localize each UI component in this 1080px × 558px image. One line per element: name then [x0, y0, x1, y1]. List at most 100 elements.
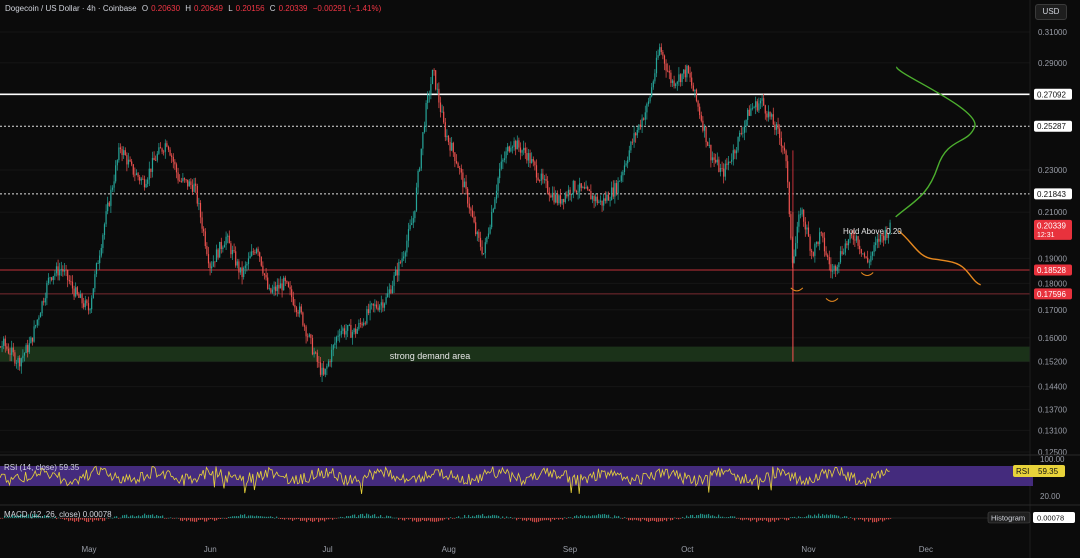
rsi-legend[interactable]: RSI (14, close) 59.35	[4, 463, 80, 472]
candle-body[interactable]	[692, 85, 694, 92]
candle-body[interactable]	[225, 236, 227, 245]
candle-body[interactable]	[585, 186, 587, 189]
candle-body[interactable]	[326, 366, 328, 369]
candle-body[interactable]	[790, 214, 792, 239]
candle-body[interactable]	[697, 100, 699, 107]
candle-body[interactable]	[233, 250, 235, 252]
candle-body[interactable]	[366, 309, 368, 324]
candle-body[interactable]	[177, 172, 179, 181]
candle-body[interactable]	[259, 252, 261, 257]
candle-body[interactable]	[238, 261, 240, 273]
candle-body[interactable]	[292, 297, 294, 305]
candle-body[interactable]	[775, 124, 778, 130]
candle-body[interactable]	[316, 352, 318, 362]
candle-body[interactable]	[665, 63, 667, 71]
candle-body[interactable]	[124, 150, 126, 156]
candle-body[interactable]	[756, 101, 758, 111]
candle-body[interactable]	[731, 159, 733, 162]
candle-body[interactable]	[190, 181, 192, 185]
candle-body[interactable]	[559, 195, 562, 204]
candle-body[interactable]	[188, 181, 190, 187]
candle-body[interactable]	[52, 276, 54, 281]
candle-body[interactable]	[884, 229, 886, 241]
candle-body[interactable]	[737, 136, 739, 151]
candle-body[interactable]	[103, 224, 106, 235]
candle-body[interactable]	[475, 222, 477, 235]
candle-body[interactable]	[318, 361, 320, 363]
candle-body[interactable]	[199, 202, 202, 218]
candle-body[interactable]	[423, 126, 426, 133]
candle-body[interactable]	[28, 343, 30, 353]
histogram-tag[interactable]	[987, 511, 1031, 524]
candle-body[interactable]	[548, 192, 550, 196]
candle-body[interactable]	[371, 303, 373, 305]
candle-body[interactable]	[305, 326, 307, 337]
candle-body[interactable]	[377, 307, 379, 310]
candle-body[interactable]	[524, 147, 526, 154]
candle-body[interactable]	[235, 251, 237, 266]
candle-body[interactable]	[183, 178, 186, 180]
candle-body[interactable]	[291, 289, 293, 298]
candle-body[interactable]	[435, 70, 437, 90]
candle-body[interactable]	[67, 269, 69, 280]
candle-body[interactable]	[289, 286, 291, 290]
candle-body[interactable]	[92, 288, 94, 299]
candle-body[interactable]	[545, 179, 547, 181]
candle-body[interactable]	[441, 111, 443, 113]
candle-body[interactable]	[319, 362, 322, 375]
candle-body[interactable]	[700, 115, 702, 121]
candle-body[interactable]	[684, 69, 686, 78]
candle-body[interactable]	[611, 187, 613, 200]
candle-body[interactable]	[447, 135, 450, 143]
macd-legend[interactable]: MACD (12, 26, close) 0.00078	[4, 510, 112, 519]
candle-body[interactable]	[302, 312, 304, 326]
candle-body[interactable]	[270, 288, 272, 293]
candle-body[interactable]	[812, 252, 814, 256]
candle-body[interactable]	[881, 234, 883, 236]
candle-body[interactable]	[201, 217, 203, 229]
candle-body[interactable]	[246, 264, 248, 266]
candle-body[interactable]	[110, 189, 112, 206]
candle-body[interactable]	[819, 232, 821, 245]
candle-body[interactable]	[350, 324, 352, 338]
candle-body[interactable]	[323, 367, 325, 375]
candle-body[interactable]	[767, 111, 770, 118]
candle-body[interactable]	[393, 275, 395, 286]
candle-body[interactable]	[30, 337, 32, 344]
candle-body[interactable]	[785, 150, 787, 162]
price-level-tag[interactable]	[1034, 88, 1072, 100]
candle-body[interactable]	[495, 190, 498, 200]
candle-body[interactable]	[659, 47, 661, 56]
candle-body[interactable]	[439, 102, 442, 112]
candle-body[interactable]	[255, 248, 258, 254]
candle-body[interactable]	[286, 281, 288, 283]
candle-body[interactable]	[118, 147, 120, 161]
candle-body[interactable]	[222, 247, 224, 249]
candle-body[interactable]	[708, 144, 710, 146]
candle-body[interactable]	[591, 195, 594, 200]
candle-body[interactable]	[214, 261, 216, 263]
candle-body[interactable]	[454, 152, 456, 162]
candle-body[interactable]	[161, 148, 163, 152]
candle-body[interactable]	[537, 177, 539, 181]
candle-body[interactable]	[91, 298, 93, 310]
candle-body[interactable]	[303, 325, 306, 327]
candle-body[interactable]	[187, 179, 189, 187]
price-level-tag[interactable]	[1034, 288, 1072, 300]
candle-body[interactable]	[847, 239, 850, 246]
candle-body[interactable]	[231, 250, 234, 255]
candle-body[interactable]	[561, 199, 563, 204]
candle-body[interactable]	[705, 126, 707, 143]
candle-body[interactable]	[123, 150, 125, 156]
candle-body[interactable]	[556, 194, 558, 204]
candle-body[interactable]	[84, 300, 86, 308]
candle-body[interactable]	[609, 199, 611, 201]
price-axis[interactable]: 0.31000 0.29000 0.23000 0.21000 0.19000 0.180…	[1029, 0, 1072, 558]
candle-body[interactable]	[195, 183, 197, 186]
candle-body[interactable]	[521, 150, 523, 153]
candle-body[interactable]	[735, 150, 738, 154]
candle-body[interactable]	[451, 142, 453, 151]
candle-body[interactable]	[623, 165, 626, 173]
candle-body[interactable]	[599, 200, 602, 202]
candle-body[interactable]	[553, 192, 555, 203]
